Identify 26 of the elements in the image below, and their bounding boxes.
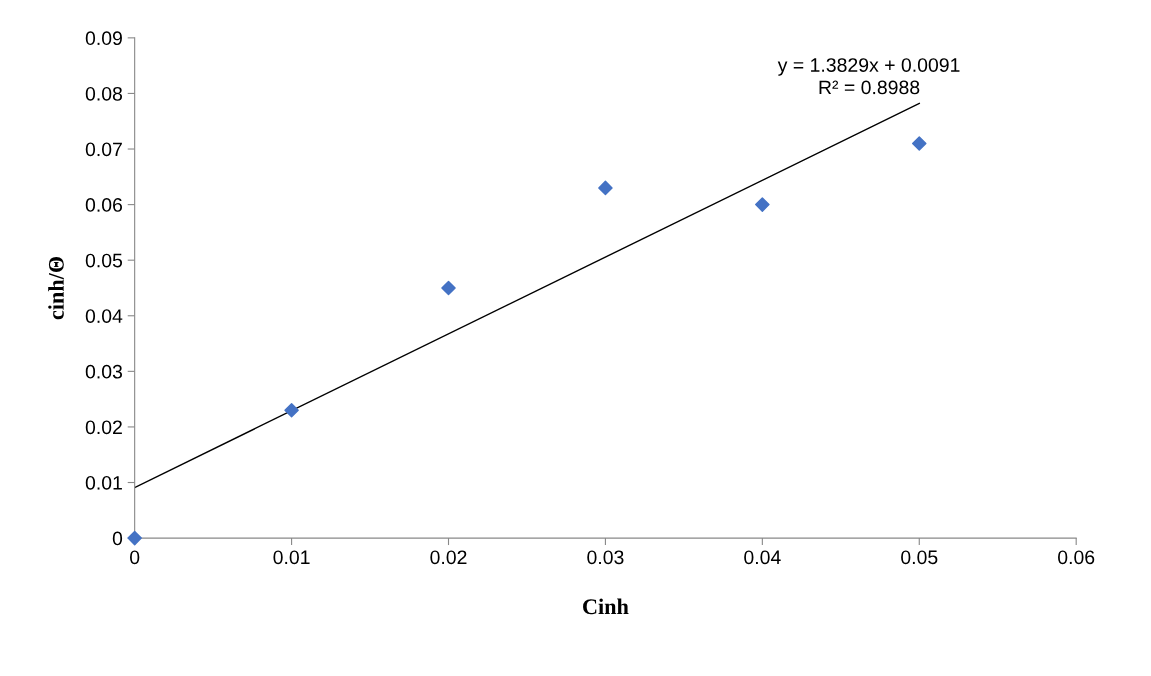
- y-tick-label: 0.02: [85, 420, 122, 435]
- x-tick-label: 0.02: [430, 550, 467, 565]
- x-tick-label: 0: [130, 550, 140, 565]
- x-tick-label: 0.01: [273, 550, 310, 565]
- y-tick-label: 0.03: [85, 364, 123, 379]
- y-axis-title: cinh/Θ: [48, 256, 64, 320]
- y-tick-label: 0.06: [85, 198, 123, 212]
- point: [598, 180, 613, 196]
- y-tick-label: 0.01: [85, 475, 122, 490]
- y-tick-label: 0.09: [85, 31, 122, 46]
- x-tick-label: 0.04: [744, 550, 781, 565]
- point: [284, 402, 299, 418]
- point: [127, 530, 142, 546]
- y-tick-label: 0.07: [85, 142, 122, 157]
- y-tick-label: 0.08: [85, 86, 123, 101]
- y-tick-label: 0.04: [85, 309, 123, 323]
- point: [441, 280, 456, 296]
- point: [911, 136, 927, 151]
- annotation: y = 1.3829x + 0.0091 R² = 0.8988: [777, 58, 960, 95]
- x-axis-title: Cinh: [583, 598, 629, 615]
- y-tick-label: 0.05: [85, 253, 123, 268]
- y-tick-label: 0: [112, 531, 123, 546]
- x-tick-label: 0.03: [587, 550, 624, 565]
- point: [755, 197, 770, 212]
- x-tick-label: 0.06: [1058, 550, 1095, 565]
- x-tick-label: 0.05: [901, 550, 938, 565]
